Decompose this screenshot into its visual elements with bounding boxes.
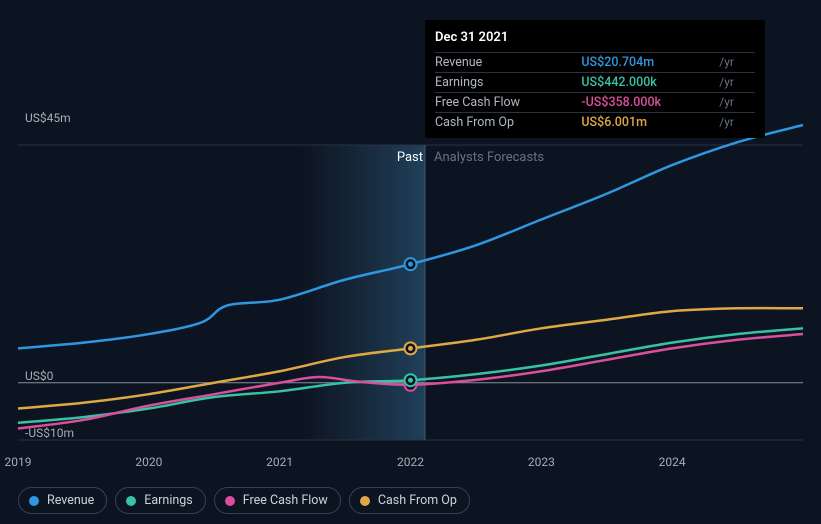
x-axis-tick: 2023 [528,455,555,469]
tooltip-row-unit: /yr [719,72,755,92]
legend-label: Earnings [144,493,192,508]
x-axis-tick: 2022 [397,455,424,469]
tooltip-row-unit: /yr [719,92,755,112]
legend-item-cfo[interactable]: Cash From Op [349,487,470,514]
legend-dot-icon [225,496,235,506]
tooltip-row: Free Cash Flow-US$358.000k/yr [435,92,755,112]
legend-dot-icon [29,496,39,506]
legend-item-earnings[interactable]: Earnings [115,487,205,514]
tooltip-row-value: US$6.001m [581,112,719,132]
legend-dot-icon [360,496,370,506]
tooltip-row-unit: /yr [719,52,755,72]
tooltip-row: EarningsUS$442.000k/yr [435,72,755,92]
legend-item-revenue[interactable]: Revenue [18,487,107,514]
tooltip-date: Dec 31 2021 [435,26,755,52]
x-axis-tick: 2024 [659,455,686,469]
tooltip-row-value: US$442.000k [581,72,719,92]
y-axis-tick: US$45m [25,111,71,125]
tooltip-row-value: US$20.704m [581,52,719,72]
chart-legend: Revenue Earnings Free Cash Flow Cash From O… [18,487,470,514]
tooltip-row-value: -US$358.000k [581,92,719,112]
legend-label: Free Cash Flow [243,493,328,508]
y-axis-tick: -US$10m [25,426,74,440]
tooltip-row-label: Cash From Op [435,112,581,132]
legend-label: Cash From Op [378,493,457,508]
tooltip-row: RevenueUS$20.704m/yr [435,52,755,72]
legend-dot-icon [126,496,136,506]
y-axis-tick: US$0 [25,369,53,383]
x-axis-tick: 2020 [135,455,162,469]
tooltip-row-label: Free Cash Flow [435,92,581,112]
x-axis-tick: 2019 [5,455,32,469]
legend-label: Revenue [47,493,94,508]
tooltip-row: Cash From OpUS$6.001m/yr [435,112,755,132]
section-label: Analysts Forecasts [434,150,544,165]
tooltip-row-label: Earnings [435,72,581,92]
chart-tooltip: Dec 31 2021 RevenueUS$20.704m/yrEarnings… [425,20,765,138]
legend-item-fcf[interactable]: Free Cash Flow [214,487,341,514]
tooltip-row-unit: /yr [719,112,755,132]
section-label: Past [397,150,423,165]
x-axis-tick: 2021 [266,455,293,469]
tooltip-table: RevenueUS$20.704m/yrEarningsUS$442.000k/… [435,52,755,132]
tooltip-row-label: Revenue [435,52,581,72]
